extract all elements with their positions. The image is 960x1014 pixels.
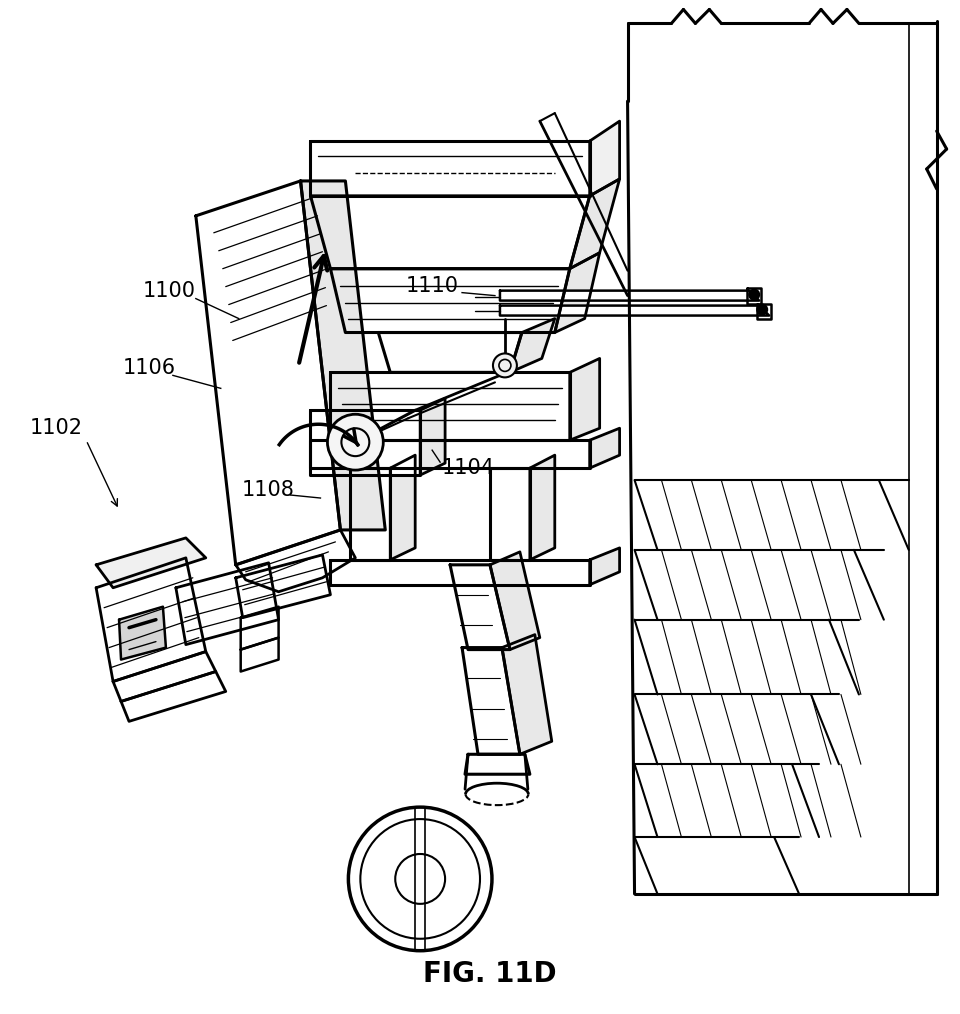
Polygon shape bbox=[330, 560, 589, 585]
Polygon shape bbox=[121, 671, 226, 721]
Polygon shape bbox=[500, 305, 769, 315]
Polygon shape bbox=[555, 252, 600, 333]
Polygon shape bbox=[330, 269, 569, 333]
Polygon shape bbox=[500, 291, 759, 300]
Polygon shape bbox=[510, 318, 555, 372]
Polygon shape bbox=[391, 455, 415, 560]
Polygon shape bbox=[310, 440, 589, 468]
Polygon shape bbox=[96, 558, 205, 681]
Polygon shape bbox=[241, 606, 278, 650]
Text: 1108: 1108 bbox=[242, 480, 295, 500]
Polygon shape bbox=[462, 648, 520, 754]
Polygon shape bbox=[196, 180, 341, 565]
Polygon shape bbox=[589, 548, 619, 585]
Polygon shape bbox=[502, 635, 552, 754]
Polygon shape bbox=[569, 358, 600, 440]
Polygon shape bbox=[569, 178, 619, 269]
Polygon shape bbox=[236, 530, 355, 592]
Polygon shape bbox=[490, 552, 540, 650]
Polygon shape bbox=[530, 455, 555, 560]
Polygon shape bbox=[589, 121, 619, 196]
Circle shape bbox=[493, 354, 516, 377]
Text: 1100: 1100 bbox=[142, 281, 196, 300]
Polygon shape bbox=[96, 537, 205, 588]
Text: 1104: 1104 bbox=[443, 458, 495, 479]
Polygon shape bbox=[378, 333, 522, 372]
Polygon shape bbox=[747, 288, 761, 303]
Polygon shape bbox=[350, 468, 391, 560]
Polygon shape bbox=[300, 180, 385, 530]
Text: FIG. 11D: FIG. 11D bbox=[423, 959, 557, 988]
Polygon shape bbox=[450, 565, 510, 650]
Polygon shape bbox=[176, 563, 278, 645]
Polygon shape bbox=[589, 428, 619, 468]
Polygon shape bbox=[241, 638, 278, 671]
Circle shape bbox=[757, 304, 767, 314]
Polygon shape bbox=[465, 754, 530, 775]
Circle shape bbox=[749, 290, 759, 299]
Text: 1110: 1110 bbox=[406, 276, 459, 296]
Polygon shape bbox=[310, 196, 589, 269]
Polygon shape bbox=[310, 141, 589, 196]
Circle shape bbox=[327, 415, 383, 470]
Polygon shape bbox=[420, 399, 445, 476]
Polygon shape bbox=[330, 372, 569, 440]
Text: 1102: 1102 bbox=[30, 418, 83, 438]
Text: 1106: 1106 bbox=[122, 358, 176, 378]
Polygon shape bbox=[490, 468, 530, 560]
Polygon shape bbox=[236, 555, 330, 618]
Polygon shape bbox=[119, 606, 166, 659]
Polygon shape bbox=[113, 652, 216, 702]
Polygon shape bbox=[757, 303, 771, 318]
Polygon shape bbox=[310, 411, 420, 476]
